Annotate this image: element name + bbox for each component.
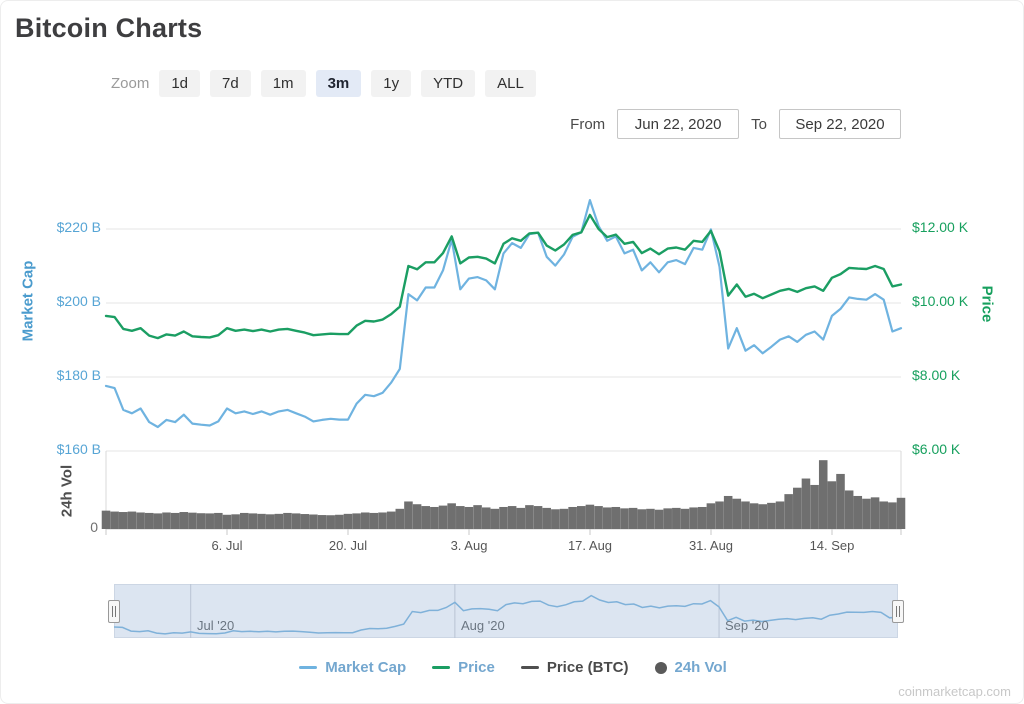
price-axis-title: Price (978, 285, 996, 323)
navigator-month-label: Aug '20 (461, 618, 505, 633)
left-axis-tick: $220 B (56, 219, 101, 235)
navigator-month-label: Jul '20 (197, 618, 235, 633)
right-axis-tick: $8.00 K (912, 367, 961, 383)
navigator-right-handle[interactable] (892, 600, 904, 623)
legend-label: Price (458, 659, 495, 676)
x-axis-tick: 3. Aug (450, 538, 488, 553)
zoom-button-1d[interactable]: 1d (159, 69, 201, 97)
page-title: Bitcoin Charts (15, 13, 203, 43)
legend-label: Price (BTC) (546, 659, 629, 676)
legend-item-price[interactable]: Price (432, 659, 495, 676)
navigator-left-handle[interactable] (108, 600, 120, 623)
zoom-button-all[interactable]: ALL (485, 69, 536, 97)
legend-item-price-btc[interactable]: Price (BTC) (520, 659, 629, 676)
x-axis-tick: 6. Jul (211, 538, 243, 553)
watermark: coinmarketcap.com (898, 684, 1011, 699)
volume-circle-icon (654, 661, 667, 674)
zoom-button-ytd[interactable]: YTD (421, 69, 476, 97)
zoom-button-1m[interactable]: 1m (260, 69, 306, 97)
market-cap-line-icon (299, 666, 318, 669)
zoom-button-7d[interactable]: 7d (210, 69, 251, 97)
left-axis-tick: $200 B (56, 293, 101, 309)
to-label: To (751, 115, 767, 133)
chart-plot-area[interactable] (106, 156, 901, 529)
x-axis-tick: 17. Aug (567, 538, 613, 553)
zoom-button-1y[interactable]: 1y (371, 69, 412, 97)
volume-axis-title: 24h Vol (58, 464, 76, 518)
legend-label: 24h Vol (674, 659, 727, 676)
legend-item-market-cap[interactable]: Market Cap (299, 659, 406, 676)
from-date-input[interactable] (617, 109, 740, 139)
from-label: From (570, 115, 606, 133)
volume-axis-tick: 0 (90, 519, 98, 535)
zoom-button-3m[interactable]: 3m (315, 69, 362, 97)
chart-legend: Market Cap Price Price (BTC) 24h Vol (1, 659, 1023, 676)
left-axis-tick: $180 B (56, 367, 101, 383)
legend-label: Market Cap (325, 659, 407, 676)
zoom-controls: Zoom 1d 7d 1m 3m 1y YTD ALL (111, 68, 536, 98)
right-axis-tick: $12.00 K (912, 219, 969, 235)
date-range-controls: From To (1, 109, 901, 139)
legend-item-24h-vol[interactable]: 24h Vol (654, 659, 727, 676)
x-axis-tick: 31. Aug (688, 538, 734, 553)
zoom-label: Zoom (111, 74, 150, 92)
x-axis-tick: 14. Sep (809, 538, 855, 553)
price-line-icon (432, 666, 451, 669)
left-axis-tick: $160 B (56, 441, 101, 457)
market-cap-axis-title: Market Cap (19, 260, 37, 342)
navigator-month-label: Sep '20 (725, 618, 769, 633)
x-axis-tick: 20. Jul (328, 538, 368, 553)
price-btc-line-icon (520, 666, 539, 669)
right-axis-tick: $6.00 K (912, 441, 961, 457)
to-date-input[interactable] (779, 109, 901, 139)
right-axis-tick: $10.00 K (912, 293, 969, 309)
